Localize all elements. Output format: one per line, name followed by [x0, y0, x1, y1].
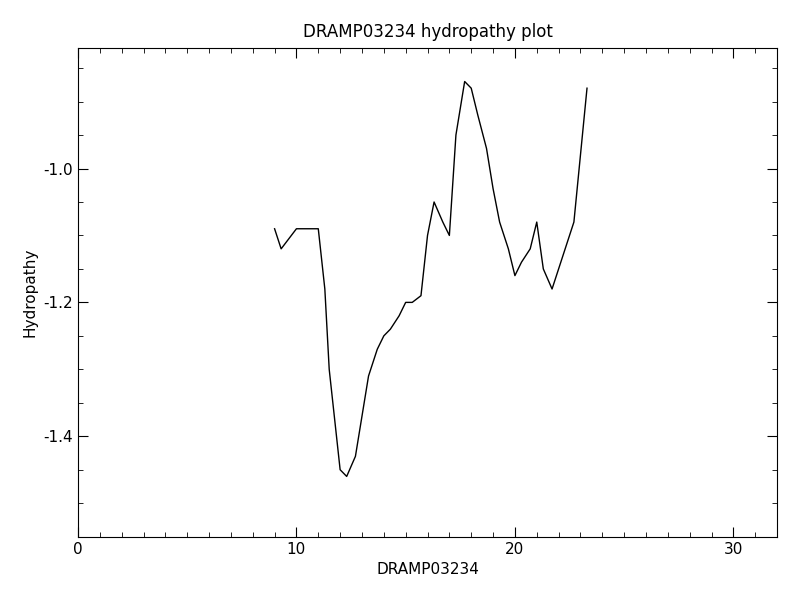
Title: DRAMP03234 hydropathy plot: DRAMP03234 hydropathy plot: [302, 23, 553, 41]
X-axis label: DRAMP03234: DRAMP03234: [376, 562, 479, 577]
Y-axis label: Hydropathy: Hydropathy: [23, 248, 38, 337]
